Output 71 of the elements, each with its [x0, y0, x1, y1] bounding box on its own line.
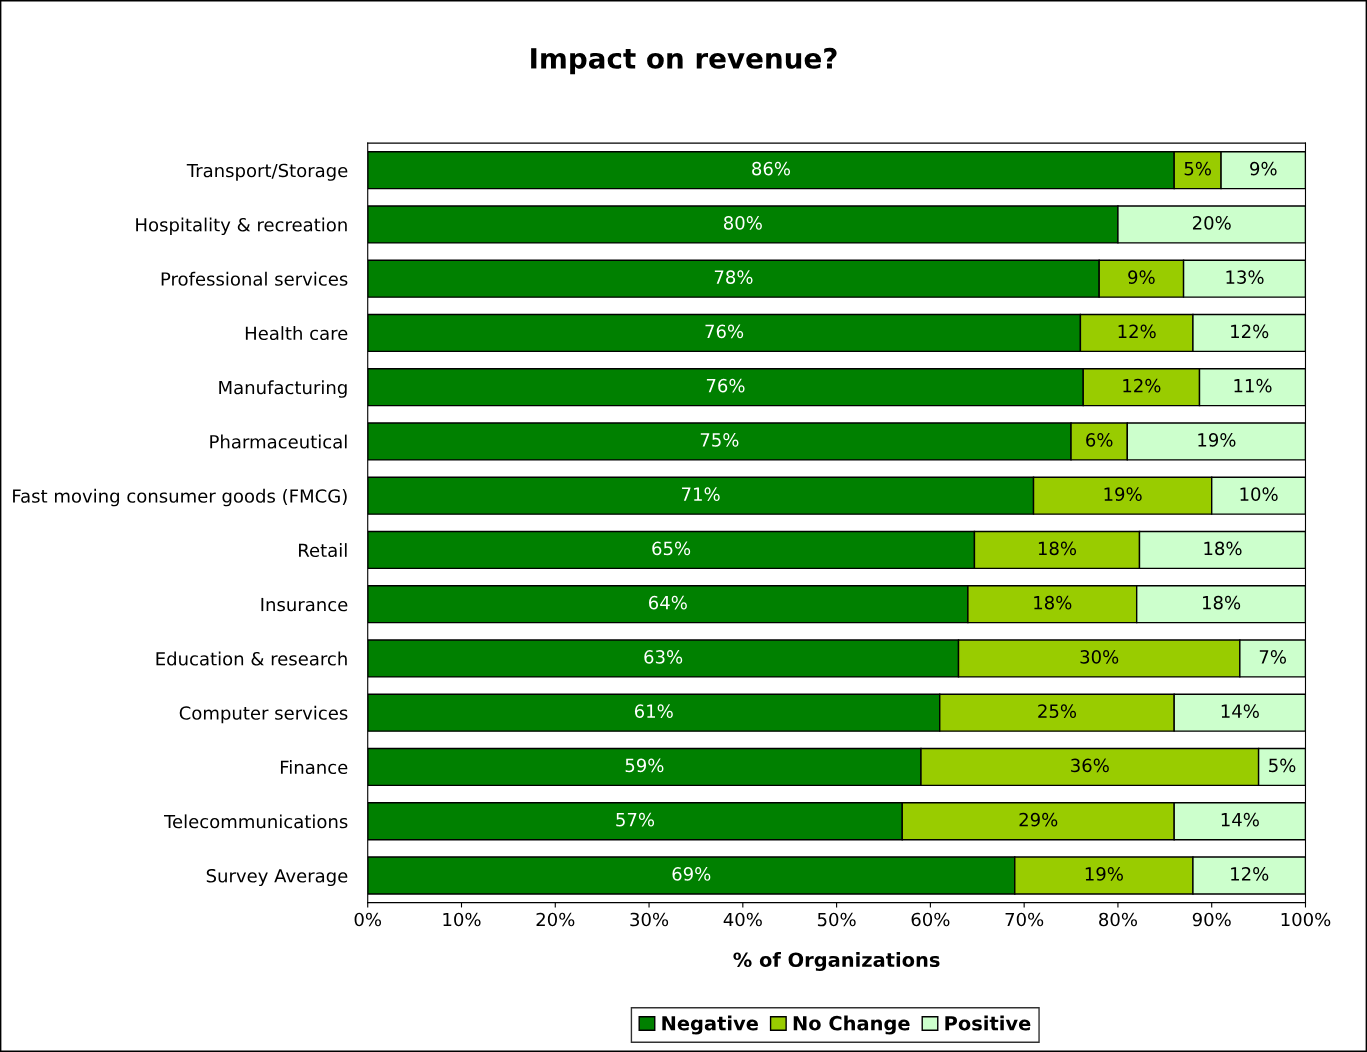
x-tick-label: 60% — [911, 912, 950, 927]
x-axis-title: % of Organizations — [733, 952, 940, 972]
data-label: 9% — [1128, 270, 1155, 284]
data-label: 12% — [1231, 324, 1269, 339]
y-tick-label: Insurance — [261, 597, 348, 612]
data-label: 69% — [672, 867, 711, 881]
x-tick-label: 30% — [630, 912, 669, 927]
x-tick-label: 20% — [536, 912, 575, 927]
y-tick-label: Survey Average — [206, 868, 348, 887]
data-label: 57% — [616, 812, 655, 827]
y-tick-label: Manufacturing — [219, 380, 347, 398]
data-label: 29% — [1019, 812, 1058, 827]
data-label: 20% — [1192, 216, 1231, 230]
data-label: 18% — [1203, 595, 1241, 610]
data-label: 80% — [723, 216, 762, 230]
data-label: 14% — [1221, 812, 1259, 827]
x-tick-label: 10% — [443, 912, 481, 927]
data-label: 18% — [1038, 541, 1077, 556]
y-tick-label: Education & research — [156, 651, 347, 666]
x-tick-label: 80% — [1099, 912, 1137, 927]
data-label: 9% — [1250, 161, 1277, 176]
x-tick-label: 0% — [354, 912, 382, 927]
data-label: 64% — [649, 595, 687, 610]
legend-label: Negative — [662, 1015, 758, 1035]
data-label: 5% — [1269, 758, 1296, 773]
chart-title: Impact on revenue? — [531, 47, 837, 75]
legend-label: No Change — [793, 1015, 910, 1035]
data-label: 86% — [752, 161, 791, 176]
data-label: 19% — [1104, 487, 1142, 501]
data-label: 71% — [682, 487, 720, 501]
x-tick-label: 90% — [1192, 912, 1231, 927]
data-label: 19% — [1085, 867, 1123, 881]
data-label: 12% — [1231, 867, 1269, 881]
y-tick-label: Fast moving consumer goods (FMCG) — [13, 488, 347, 507]
data-label: 6% — [1086, 433, 1113, 447]
data-label: 14% — [1221, 704, 1259, 718]
x-tick-label: 100% — [1281, 912, 1331, 927]
data-label: 76% — [706, 378, 745, 393]
data-label: 63% — [644, 650, 683, 664]
data-label: 36% — [1071, 758, 1109, 773]
data-label: 61% — [634, 704, 673, 718]
data-label: 5% — [1184, 161, 1211, 176]
legend-label: Positive — [945, 1015, 1031, 1031]
data-label: 12% — [1118, 324, 1156, 339]
data-label: 65% — [652, 541, 691, 556]
x-tick-label: 40% — [723, 912, 762, 927]
y-tick-label: Retail — [299, 543, 347, 558]
y-tick-label: Professional services — [161, 271, 348, 286]
data-label: 19% — [1198, 433, 1236, 447]
x-tick-label: 50% — [817, 912, 856, 927]
data-label: 18% — [1204, 541, 1242, 556]
data-label: 11% — [1234, 378, 1272, 393]
y-tick-label: Pharmaceutical — [210, 434, 347, 449]
data-label: 78% — [714, 270, 753, 284]
data-label: 10% — [1240, 487, 1278, 501]
data-label: 18% — [1034, 595, 1072, 610]
data-label: 25% — [1038, 704, 1077, 718]
y-tick-label: Finance — [280, 760, 348, 775]
y-tick-label: Telecommunications — [164, 814, 348, 829]
x-tick-label: 70% — [1005, 912, 1044, 927]
y-tick-label: Health care — [245, 326, 348, 341]
y-tick-label: Computer services — [179, 705, 348, 724]
y-tick-label: Hospitality & recreation — [136, 217, 347, 236]
data-label: 12% — [1123, 378, 1161, 393]
data-label: 30% — [1080, 650, 1119, 664]
data-label: 13% — [1226, 270, 1264, 284]
data-label: 76% — [705, 324, 744, 339]
data-label: 59% — [625, 758, 664, 773]
y-tick-label: Transport/Storage — [186, 163, 348, 181]
data-label: 7% — [1259, 650, 1286, 664]
data-label: 75% — [700, 433, 739, 447]
